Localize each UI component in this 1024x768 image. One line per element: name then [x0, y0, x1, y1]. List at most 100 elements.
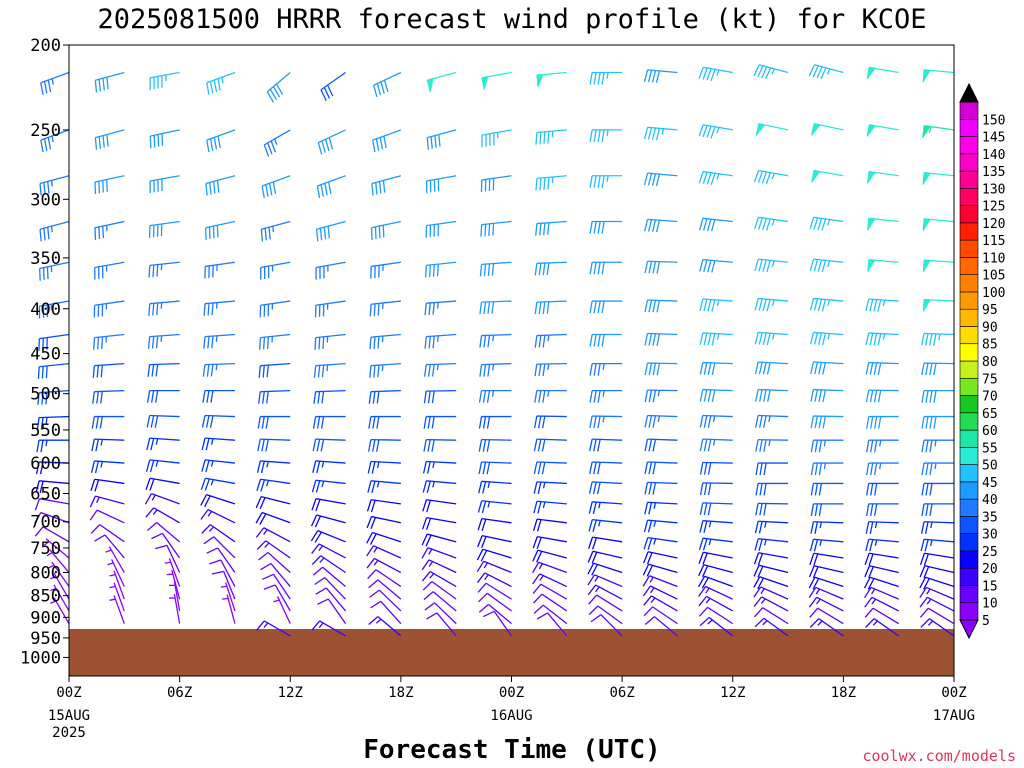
wind-barb-feather	[865, 618, 875, 628]
wind-barb-feather	[154, 415, 159, 428]
wind-barb-feather	[822, 389, 827, 403]
wind-barb-staff	[149, 459, 180, 464]
wind-barb-half-feather	[926, 598, 932, 605]
wind-barb-feather	[200, 494, 207, 506]
wind-barb-staff	[171, 570, 181, 600]
wind-barb-staff	[149, 437, 180, 441]
wind-barb-staff	[111, 559, 125, 587]
wind-barb-feather	[213, 137, 218, 150]
wind-barb-feather	[146, 522, 158, 531]
wind-barb-feather	[94, 534, 106, 542]
wind-barb-staff	[759, 576, 789, 588]
wind-barb-feather	[367, 480, 372, 493]
wind-barb-feather	[205, 460, 210, 473]
wind-barb-feather	[369, 304, 372, 317]
wind-barb-feather	[202, 364, 206, 377]
wind-barb-feather	[644, 389, 649, 403]
wind-barb-feather	[148, 303, 151, 316]
wind-barb-staff	[317, 529, 346, 543]
wind-barb-feather	[810, 483, 815, 496]
wind-barb-half-feather	[50, 600, 57, 604]
wind-barb-feather	[755, 483, 759, 496]
wind-barb-feather	[655, 128, 661, 141]
wind-barb-feather	[753, 576, 761, 588]
wind-barb-half-feather	[827, 299, 831, 306]
wind-barb-feather	[428, 336, 431, 349]
wind-barb-staff	[173, 581, 181, 612]
wind-barb-staff	[318, 129, 346, 144]
wind-barb-staff	[315, 333, 346, 339]
wind-barb-feather	[758, 538, 763, 552]
wind-barb-feather	[707, 333, 712, 346]
wind-barb-feather	[711, 362, 716, 376]
wind-barb-feather	[652, 333, 657, 346]
colorbar-label: 125	[982, 200, 1005, 215]
wind-barb-feather	[367, 461, 372, 474]
wind-barb-staff	[592, 415, 623, 418]
wind-barb-staff	[427, 129, 457, 139]
wind-barb-feather	[868, 553, 874, 566]
wind-barb-feather	[258, 551, 269, 561]
wind-barb-feather	[817, 332, 823, 345]
wind-barb-staff	[813, 258, 844, 263]
wind-barb-feather	[427, 364, 431, 377]
wind-barb-feather	[36, 440, 40, 453]
wind-barb-staff	[315, 261, 346, 269]
wind-barb-half-feather	[109, 598, 116, 601]
wind-barb-feather	[593, 363, 597, 376]
wind-barb-feather	[205, 438, 210, 451]
wind-barb-feather	[156, 264, 159, 277]
wind-barb-feather	[326, 84, 334, 97]
wind-barb-staff	[260, 261, 291, 269]
wind-barb-feather	[870, 440, 874, 453]
wind-barb-feather	[588, 594, 598, 605]
wind-barb-staff	[156, 522, 181, 543]
wind-barb-feather	[424, 265, 428, 278]
wind-barb-staff	[272, 573, 291, 600]
colorbar-label: 5	[982, 614, 990, 629]
wind-barb-half-feather	[432, 481, 435, 488]
wind-barb-feather	[925, 390, 929, 403]
wind-barb-staff	[104, 534, 125, 559]
wind-barb-half-feather	[930, 521, 933, 529]
wind-barb-staff	[868, 361, 899, 365]
wind-barb-feather	[590, 614, 602, 623]
wind-barb-staff	[153, 507, 180, 524]
wind-barb-half-feather	[266, 480, 270, 487]
wind-barb-feather	[265, 184, 269, 197]
wind-barb-feather	[491, 301, 495, 314]
wind-barb-feather	[542, 262, 546, 276]
wind-barb-feather	[263, 584, 276, 590]
wind-barb-feather	[763, 503, 767, 516]
wind-barb-feather	[921, 503, 925, 517]
wind-barb-feather	[810, 462, 815, 476]
wind-barb-feather	[537, 439, 542, 452]
wind-barb-feather	[478, 439, 483, 452]
wind-barb-half-feather	[321, 461, 325, 468]
wind-barb-feather	[822, 362, 827, 375]
wind-barb-staff	[536, 415, 567, 418]
wind-barb-feather	[432, 335, 435, 349]
wind-barb-feather	[370, 227, 373, 240]
wind-barb-feather	[699, 482, 704, 495]
wind-barb-staff	[869, 565, 899, 574]
wind-barb-feather	[533, 439, 538, 452]
wind-barb-feather	[932, 333, 937, 346]
wind-barb-staff	[204, 300, 235, 305]
y-tick-label: 200	[30, 36, 61, 56]
wind-barb-feather	[37, 392, 40, 405]
wind-barb-feather	[810, 503, 815, 517]
wind-barb-feather	[266, 391, 269, 404]
wind-barb-feather	[311, 480, 317, 493]
wind-barb-staff	[481, 517, 512, 524]
wind-barb-feather	[376, 416, 380, 429]
wind-barb-feather	[923, 566, 930, 579]
wind-barb-half-feather	[934, 440, 937, 447]
wind-barb-feather	[149, 460, 155, 473]
wind-barb-half-feather	[817, 620, 823, 626]
wind-barb-feather	[698, 575, 706, 588]
wind-barb-half-feather	[50, 587, 57, 592]
wind-barb-half-feather	[48, 564, 55, 569]
wind-barb-feather	[706, 68, 712, 81]
wind-barb-feather	[921, 390, 925, 403]
